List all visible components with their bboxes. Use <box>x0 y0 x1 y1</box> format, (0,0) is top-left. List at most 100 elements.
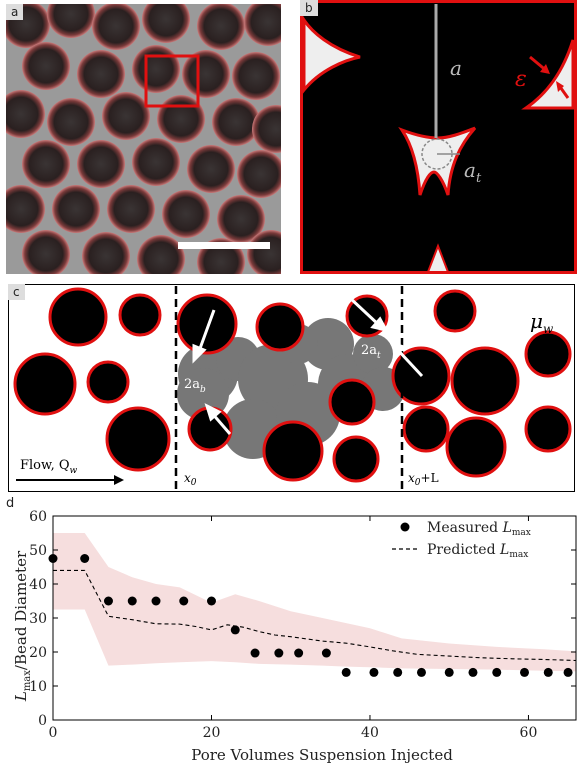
bead <box>197 2 245 50</box>
y-tick-label: 0 <box>38 713 47 729</box>
measured-point <box>250 648 260 658</box>
bead <box>176 293 238 355</box>
bead <box>445 416 507 478</box>
panel-d-label: d <box>6 496 15 511</box>
bead <box>77 140 125 188</box>
x-tick-label: 60 <box>520 725 538 741</box>
bead-micrograph-image <box>0 0 300 286</box>
bead <box>48 287 108 347</box>
measured-point <box>444 667 454 677</box>
measured-point <box>151 596 161 606</box>
y-tick-label: 20 <box>29 645 47 661</box>
bead <box>22 230 70 278</box>
y-axis-label: Lmax/Bead Diameter <box>12 550 33 702</box>
measured-point <box>321 648 331 658</box>
label-flow: Flow, Qw <box>20 458 78 476</box>
bead <box>86 360 130 404</box>
legend-measured-label: Measured Lmax <box>427 520 531 538</box>
measured-point <box>519 667 529 677</box>
bead <box>524 330 572 378</box>
bead <box>450 346 520 416</box>
label-x0L: x0+L <box>408 471 439 488</box>
bead <box>137 235 185 283</box>
x-tick-label: 40 <box>361 725 379 741</box>
bead <box>162 190 210 238</box>
measured-point <box>393 667 403 677</box>
bead <box>105 406 171 472</box>
prediction-band <box>53 533 576 672</box>
bead <box>52 185 100 233</box>
y-tick-label: 40 <box>29 577 47 593</box>
panel-a-micrograph: a <box>0 0 300 286</box>
label-2at: 2at <box>361 343 381 361</box>
bead <box>0 185 45 233</box>
bead <box>0 90 45 138</box>
legend-predicted-label: Predicted Lmax <box>427 542 528 560</box>
measured-point <box>179 596 189 606</box>
bead <box>433 289 477 333</box>
bead <box>212 98 260 146</box>
x-axis-label: Pore Volumes Suspension Injected <box>191 746 453 764</box>
measured-point <box>492 667 502 677</box>
bead <box>232 52 280 100</box>
measured-point <box>563 667 573 677</box>
y-tick-label: 50 <box>29 543 47 559</box>
bead <box>47 0 95 38</box>
panel-b-pore-schematic: a at ε b <box>300 0 577 274</box>
panel-c-label: c <box>8 284 25 300</box>
measured-point <box>416 667 426 677</box>
bead <box>255 302 305 352</box>
bead <box>132 138 180 186</box>
lmax-chart: 0 20 40 60 0 10 20 30 40 50 60 Pore Volumes Suspen… <box>12 509 577 764</box>
bead <box>47 98 95 146</box>
measured-point <box>468 667 478 677</box>
beads <box>13 287 572 483</box>
legend: Measured Lmax Predicted Lmax <box>392 520 531 560</box>
bead <box>132 45 180 93</box>
y-tick-label: 10 <box>29 679 47 695</box>
bead <box>524 405 572 453</box>
bead <box>332 435 380 483</box>
bead <box>402 405 450 453</box>
measured-point <box>543 667 553 677</box>
label-2ab: 2ab <box>184 377 206 395</box>
panel-d-chart: 0 20 40 60 0 10 20 30 40 50 60 Pore Volumes Suspen… <box>0 496 581 773</box>
measured-point <box>103 596 113 606</box>
label-at: at <box>464 158 482 186</box>
measured-point <box>294 648 304 658</box>
bead <box>182 50 230 98</box>
flow-arrow <box>114 475 124 485</box>
bead <box>142 0 190 43</box>
measured-point <box>80 554 90 563</box>
measured-point <box>127 596 137 606</box>
bead <box>328 378 376 426</box>
bead <box>102 92 150 140</box>
label-a: a <box>450 56 462 80</box>
panel-c-aggregate-schematic: 2ab 2at μw x0 x0+L Flow, Qw c <box>8 284 575 492</box>
panel-a-label: a <box>6 4 24 20</box>
bead <box>92 2 140 50</box>
measured-point <box>206 596 216 606</box>
panel-b-label: b <box>300 0 318 16</box>
measured-point <box>230 625 240 635</box>
measured-point <box>274 648 284 658</box>
label-mu-w: μw <box>530 309 554 336</box>
scale-bar <box>178 242 270 249</box>
x-tick-label: 20 <box>203 725 221 741</box>
bead <box>217 195 265 243</box>
bead <box>13 352 77 416</box>
bead <box>187 145 235 193</box>
bead <box>22 140 70 188</box>
pore-throat-diagram: a at ε <box>300 0 577 274</box>
measured-point <box>341 667 351 677</box>
x-tick-label: 0 <box>49 725 58 741</box>
y-tick-label: 30 <box>29 611 47 627</box>
label-epsilon: ε <box>515 67 527 92</box>
zoom-region-box <box>144 54 200 108</box>
y-tick-label: 60 <box>29 509 47 525</box>
bead <box>107 185 155 233</box>
bead <box>82 232 130 280</box>
bead <box>244 0 292 46</box>
legend-measured-marker <box>400 522 410 532</box>
bead <box>118 293 162 337</box>
